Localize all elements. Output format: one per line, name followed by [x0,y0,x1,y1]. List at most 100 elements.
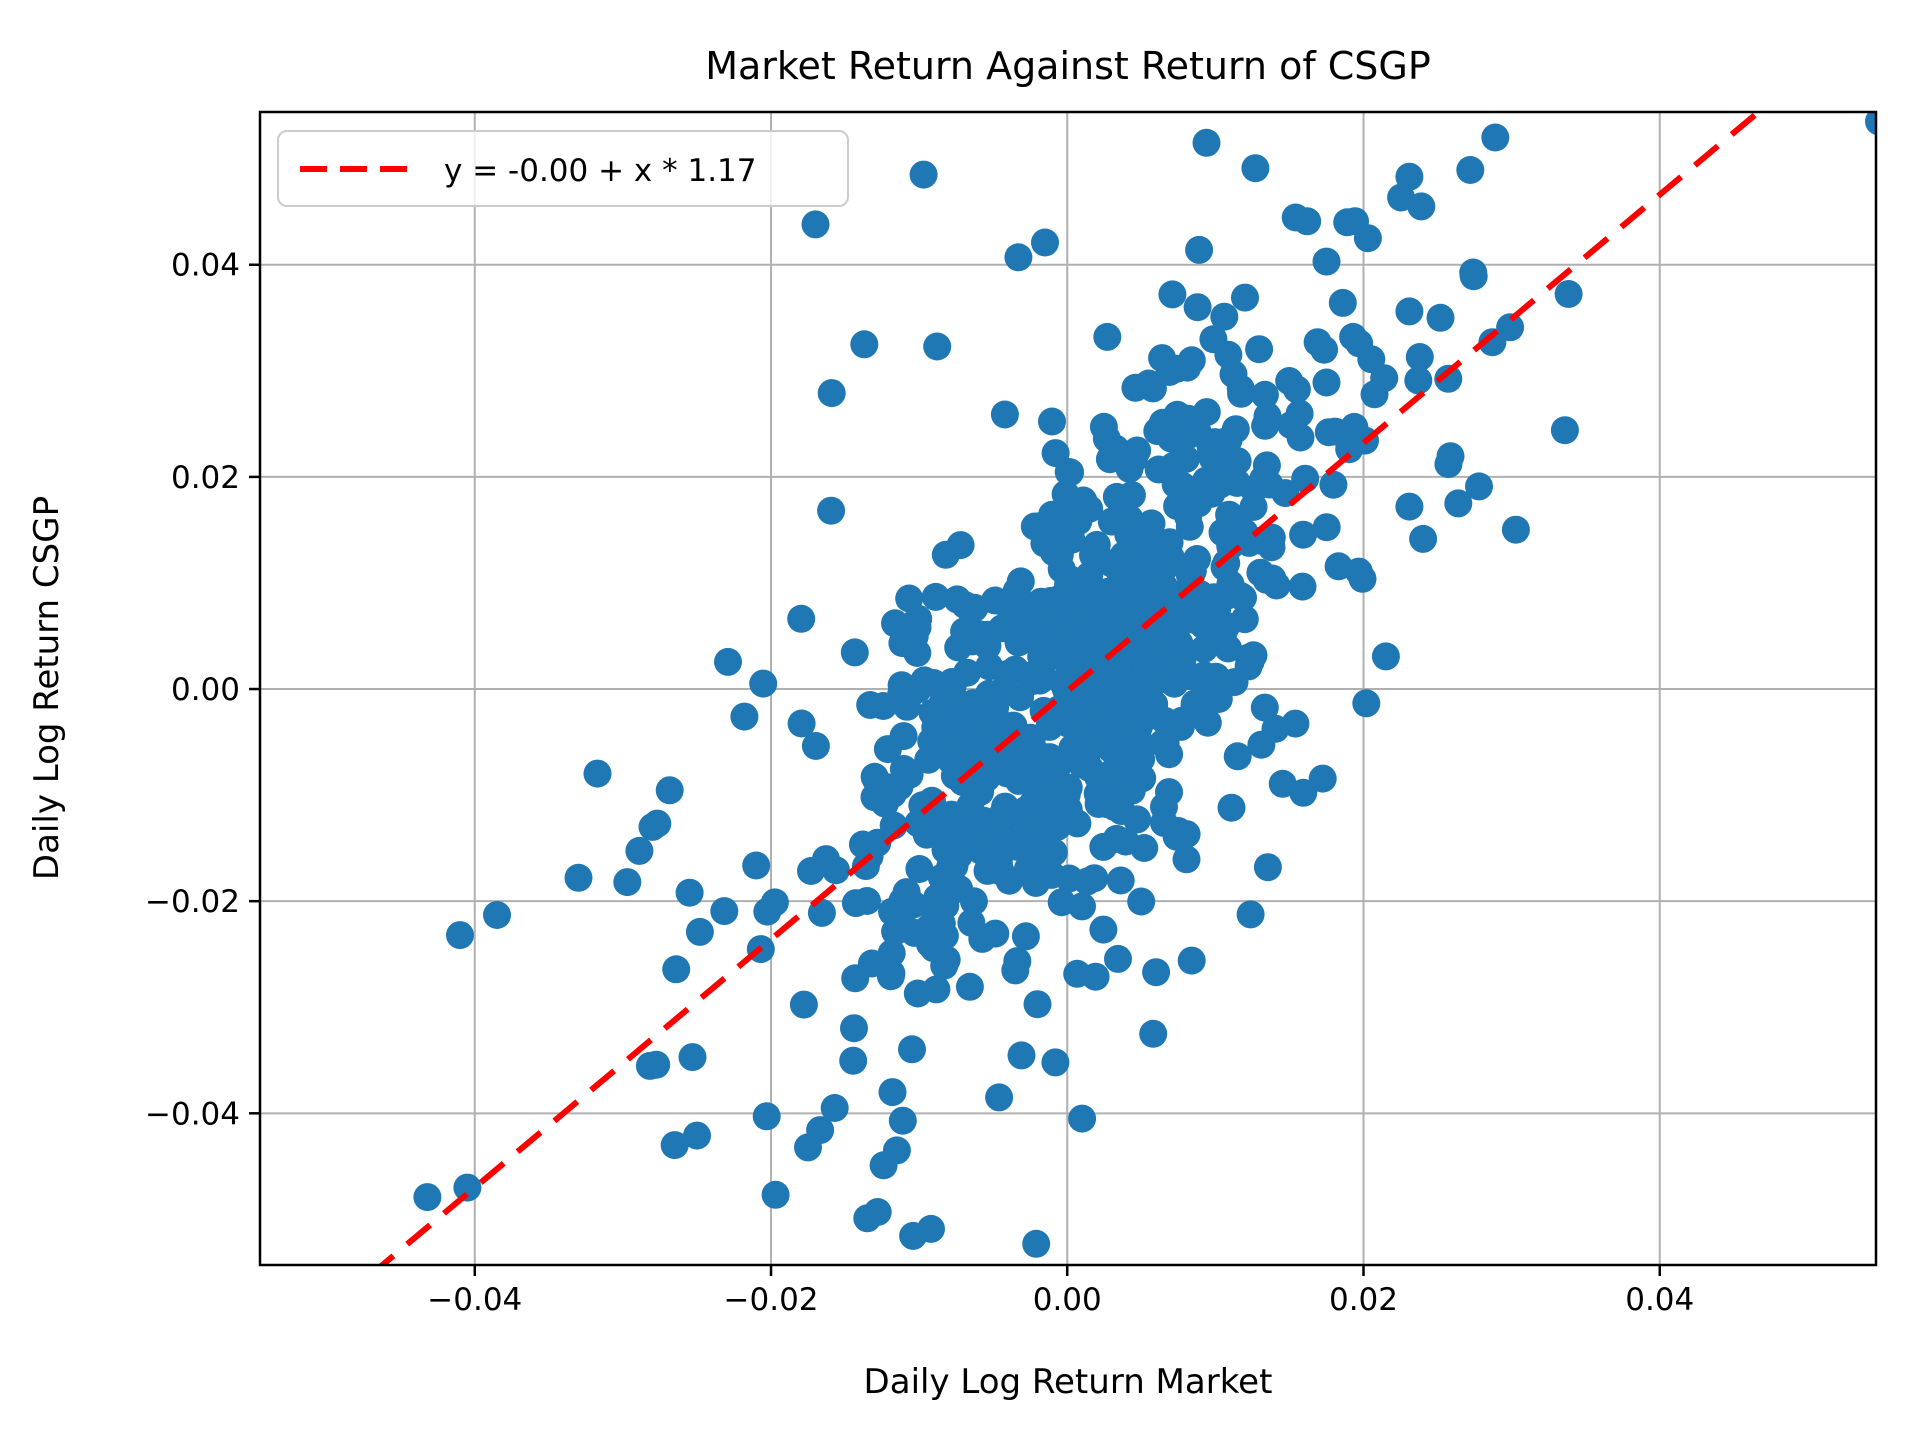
scatter-point [999,609,1028,638]
scatter-point [1409,524,1438,553]
scatter-point [869,692,898,720]
scatter-point [1288,572,1317,601]
scatter-point [1127,887,1156,916]
scatter-point [1177,946,1206,975]
scatter-point [1148,729,1177,758]
scatter-point [1404,366,1433,395]
scatter-point [1163,654,1191,683]
scatter-point [1444,489,1473,518]
scatter-point [1185,235,1214,264]
scatter-point [955,972,984,1001]
scatter-point [1550,416,1579,445]
scatter-point [1031,228,1059,257]
scatter-point [1144,455,1173,484]
x-tick-label: 0.00 [1033,1282,1102,1318]
scatter-point [678,1043,707,1072]
scatter-point [1352,689,1381,718]
scatter-point [801,210,830,239]
scatter-point [1075,754,1104,783]
scatter-point [801,732,830,760]
scatter-point [853,1204,882,1233]
scatter-point [662,955,691,984]
scatter-point [794,1133,822,1162]
scatter-point [1139,1019,1168,1048]
scatter-point [1166,712,1195,741]
scatter-point [1056,458,1085,487]
scatter-point [1459,262,1488,291]
scatter-point [1165,413,1194,441]
regression-line [377,112,1764,1265]
scatter-point [960,593,989,622]
scatter-point [1199,325,1228,354]
scatter-point [1023,990,1052,1019]
scatter-point [985,1083,1014,1112]
scatter-point [1135,701,1164,730]
scatter-point [1312,247,1341,276]
scatter-point [675,878,704,907]
scatter-point [1405,343,1434,371]
scatter-point [1192,128,1221,157]
scatter-point [1333,208,1362,237]
scatter-point [761,1180,790,1209]
scatter-point [1171,445,1200,473]
scatter-point [1092,790,1121,819]
scatter-point [944,633,973,662]
x-tick-label: −0.02 [724,1282,819,1318]
scatter-point [1247,730,1276,759]
scatter-point [1496,313,1525,342]
scatter-point [909,160,938,189]
scatter-point [1172,820,1201,849]
scatter-point [1024,599,1053,628]
scatter-point [1063,605,1092,634]
scatter-point [1234,643,1263,672]
scatter-point [1293,207,1322,236]
scatter-point [1145,634,1174,663]
x-tick-label: −0.04 [427,1282,522,1318]
scatter-point [932,728,961,757]
scatter-point [841,889,870,918]
scatter-point [1011,764,1040,793]
scatter-point [1068,1104,1097,1133]
scatter-point [1004,243,1033,272]
scatter-point [1308,764,1337,793]
scatter-point [817,496,846,525]
scatter-point [1190,635,1218,663]
scatter-point [1088,625,1117,653]
scatter-point [917,816,946,845]
scatter-point [1007,1041,1036,1070]
scatter-point [1075,561,1104,590]
scatter-point [1501,515,1530,544]
scatter-point [752,1102,781,1131]
scatter-point [888,1106,917,1135]
chart-title: Market Return Against Return of CSGP [705,44,1431,88]
scatter-point [817,379,846,408]
regression-dashed-line [377,112,1764,1265]
scatter-point [1173,353,1202,382]
scatter-point [877,939,906,968]
scatter-point [1104,944,1132,973]
scatter-point [923,332,952,361]
scatter-point [1268,769,1297,798]
scatter-point [840,638,869,667]
scatter-point [869,1151,898,1180]
scatter-point [742,851,771,880]
scatter-point [957,908,986,937]
y-tick-label: 0.02 [171,460,240,496]
scatter-point [1236,900,1265,929]
scatter-point [1183,293,1212,322]
scatter-point [1289,520,1318,549]
scatter-point [1456,156,1485,184]
scatter-point [413,1183,442,1212]
scatter-point [685,917,714,946]
scatter-point [1371,642,1400,671]
scatter-point [1073,867,1102,896]
scatter-point [1312,368,1341,397]
scatter-point [625,836,654,865]
scatter-point [1148,344,1177,373]
scatter-point [1138,374,1167,403]
scatter-point [483,901,511,929]
scatter-point [1303,328,1332,357]
scatter-point [1093,322,1122,351]
